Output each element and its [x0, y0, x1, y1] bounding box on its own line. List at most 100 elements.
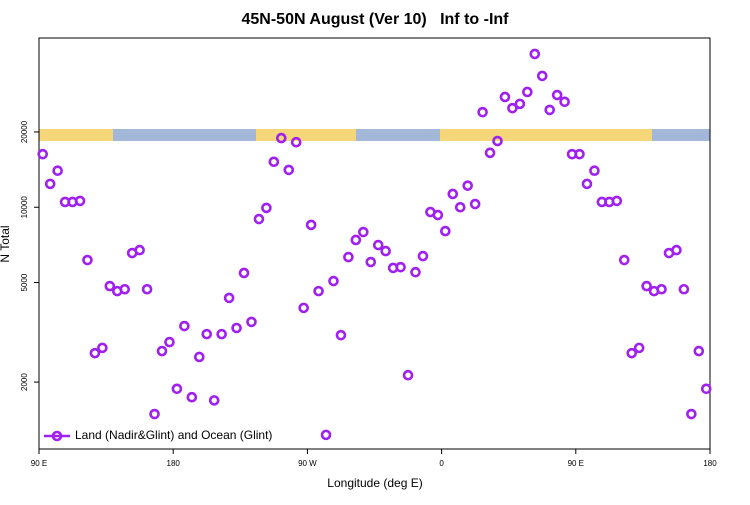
- point: [305, 219, 317, 231]
- point: [395, 261, 406, 273]
- point: [343, 251, 354, 263]
- land: [256, 129, 356, 141]
- point: [82, 254, 93, 266]
- x-tick-label: 90 E: [568, 459, 584, 468]
- point: [156, 345, 168, 357]
- point: [484, 147, 496, 159]
- point: [522, 86, 533, 98]
- point: [104, 280, 116, 292]
- point: [544, 104, 556, 116]
- point: [432, 209, 444, 221]
- point: [44, 178, 56, 190]
- point: [223, 292, 235, 304]
- point: [454, 201, 466, 213]
- point: [313, 285, 324, 297]
- point: [469, 198, 481, 210]
- x-tick-label: 180: [703, 459, 717, 468]
- point: [551, 89, 563, 101]
- point: [499, 91, 511, 103]
- point: [618, 254, 630, 266]
- x-tick-label: 90 E: [31, 459, 47, 468]
- land: [39, 129, 113, 141]
- point: [283, 164, 295, 176]
- point: [253, 213, 265, 225]
- point: [410, 266, 421, 278]
- point: [462, 180, 473, 191]
- point: [671, 244, 682, 256]
- point: [149, 408, 160, 420]
- point: [581, 178, 593, 190]
- point: [589, 165, 600, 177]
- point: [97, 342, 108, 354]
- legend-label: Land (Nadir&Glint) and Ocean (Glint): [75, 428, 272, 442]
- point: [417, 250, 429, 262]
- point: [216, 328, 227, 340]
- point: [268, 156, 280, 168]
- point: [365, 256, 377, 268]
- point: [208, 395, 220, 406]
- point: [678, 283, 690, 295]
- point: [380, 245, 391, 257]
- point: [350, 234, 362, 246]
- point: [276, 132, 287, 144]
- point: [626, 347, 638, 359]
- point: [440, 225, 451, 237]
- point: [179, 320, 190, 332]
- point: [700, 383, 712, 395]
- legend-marker: [51, 430, 63, 442]
- land: [440, 129, 652, 141]
- point: [186, 391, 198, 403]
- point: [328, 275, 339, 287]
- point: [686, 408, 697, 420]
- point: [193, 351, 205, 363]
- y-tick-label: 2000: [20, 373, 29, 391]
- point: [74, 195, 86, 207]
- point: [141, 283, 153, 295]
- point: [641, 280, 652, 292]
- x-tick-label: 90 W: [298, 459, 317, 468]
- point: [559, 96, 570, 108]
- point: [514, 98, 526, 110]
- x-tick-label: 180: [167, 459, 181, 468]
- point: [261, 202, 272, 214]
- point: [238, 267, 250, 279]
- point: [633, 342, 645, 354]
- point: [402, 369, 414, 381]
- point: [171, 383, 183, 395]
- point: [201, 328, 213, 340]
- chart-title: 45N-50N August (Ver 10) Inf to -Inf: [242, 11, 510, 28]
- point: [529, 48, 541, 60]
- point: [290, 136, 302, 148]
- x-tick-label: 0: [439, 459, 444, 468]
- point: [477, 106, 488, 118]
- point: [298, 302, 309, 314]
- point: [231, 322, 242, 334]
- point: [89, 347, 101, 359]
- point: [507, 102, 518, 114]
- y-tick-label: 20000: [20, 120, 29, 143]
- point: [52, 165, 63, 177]
- plot-frame: [38, 37, 711, 450]
- point: [246, 316, 257, 328]
- point: [119, 283, 131, 295]
- point: [372, 239, 384, 251]
- point: [693, 345, 705, 357]
- point: [37, 148, 49, 160]
- point: [492, 135, 503, 147]
- point: [574, 148, 585, 160]
- y-axis-label: N Total: [0, 225, 12, 262]
- point: [447, 188, 459, 200]
- point: [164, 336, 175, 348]
- map-strip: [39, 129, 710, 141]
- point: [358, 226, 369, 238]
- point: [536, 70, 548, 82]
- y-tick-label: 5000: [20, 273, 29, 291]
- x-axis-label: Longitude (deg E): [327, 476, 422, 490]
- point: [134, 244, 145, 256]
- point: [656, 283, 667, 295]
- point: [335, 329, 347, 341]
- point: [320, 429, 332, 441]
- point: [611, 195, 623, 207]
- y-tick-label: 10000: [20, 196, 29, 219]
